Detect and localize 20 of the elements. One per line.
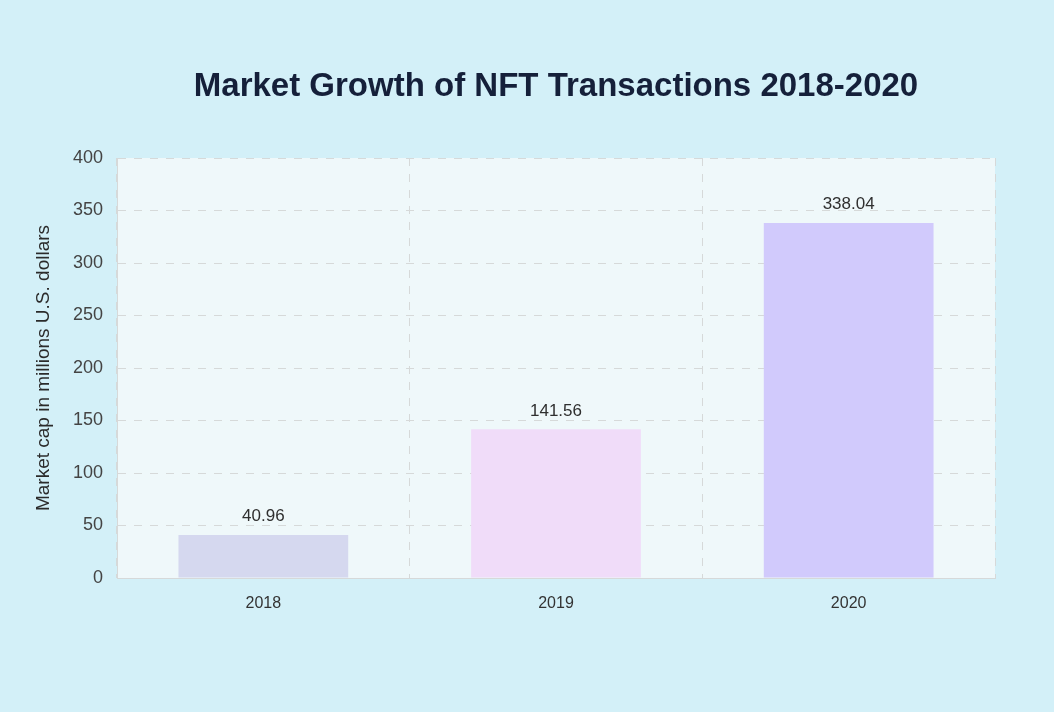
data-label: 338.04	[822, 194, 875, 214]
bar	[178, 534, 349, 578]
y-tick-label: 200	[72, 356, 103, 377]
bar	[471, 429, 641, 578]
y-tick-label: 350	[72, 199, 103, 220]
y-tick-label: 0	[92, 566, 103, 587]
y-tick-label: 50	[82, 514, 103, 535]
x-tick-label: 2020	[830, 594, 867, 612]
y-tick-label: 150	[72, 409, 103, 430]
bar	[763, 223, 934, 578]
y-axis-title: Market cap in millions U.S. dollars	[31, 224, 53, 512]
y-tick-label: 250	[72, 304, 103, 325]
y-tick-label: 400	[72, 146, 103, 167]
y-tick-label: 300	[72, 251, 103, 272]
chart-title: Market Growth of NFT Transactions 2018-2020	[193, 66, 919, 104]
x-tick-label: 2019	[538, 594, 574, 612]
y-tick-label: 100	[72, 461, 103, 482]
data-label: 40.96	[242, 506, 285, 526]
data-label: 141.56	[530, 400, 582, 420]
x-tick-label: 2018	[245, 594, 282, 612]
